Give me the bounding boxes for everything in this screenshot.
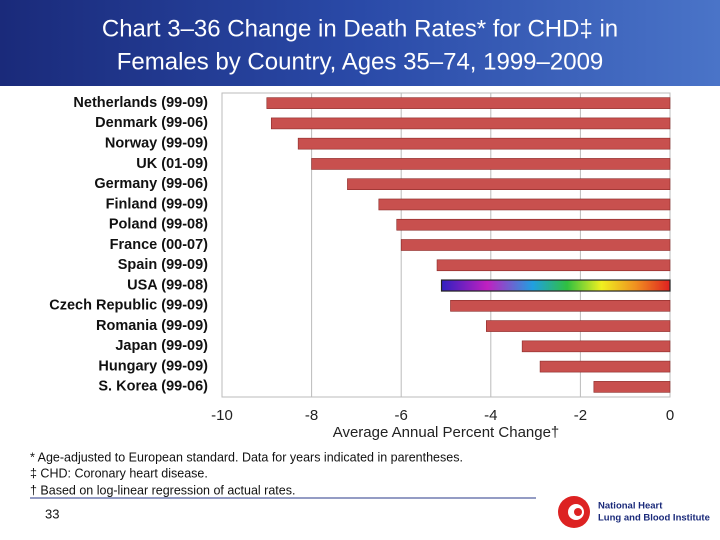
y-tick-label: UK (01-09) xyxy=(136,156,208,172)
x-tick-label: -8 xyxy=(305,407,318,424)
x-tick-label: -2 xyxy=(574,407,587,424)
bar xyxy=(450,299,671,312)
bar xyxy=(266,97,671,109)
bar xyxy=(400,239,671,251)
y-tick-label: Romania (99-09) xyxy=(96,318,208,334)
y-tick-label: USA (99-08) xyxy=(127,277,208,293)
y-tick-label: S. Korea (99-06) xyxy=(98,379,208,395)
bar xyxy=(311,158,671,170)
y-tick-label: Japan (99-09) xyxy=(115,338,208,354)
logo-text: National Heart xyxy=(598,501,663,512)
bar xyxy=(436,259,671,272)
bar xyxy=(440,279,671,292)
y-tick-label: France (00-07) xyxy=(110,237,208,253)
page-number: 33 xyxy=(45,506,59,521)
title-bar xyxy=(0,0,720,86)
y-tick-label: Denmark (99-06) xyxy=(95,115,208,131)
logo: National Heart Lung and Blood Institute xyxy=(558,496,710,528)
y-tick-label: Netherlands (99-09) xyxy=(73,95,208,111)
bar xyxy=(486,320,671,332)
bar xyxy=(270,117,671,130)
y-tick-label: Hungary (99-09) xyxy=(98,358,208,374)
y-tick-label: Spain (99-09) xyxy=(118,257,208,273)
bar xyxy=(539,360,671,373)
logo-text: Lung and Blood Institute xyxy=(598,513,710,524)
title-line: Females by Country, Ages 35–74, 1999–200… xyxy=(117,48,604,75)
x-axis-label: Average Annual Percent Change† xyxy=(333,424,560,441)
bar xyxy=(297,137,671,150)
footnote: ‡ CHD: Coronary heart disease. xyxy=(30,466,208,480)
title-line: Chart 3–36 Change in Death Rates* for CH… xyxy=(102,15,618,42)
bar xyxy=(378,198,671,211)
footnote: † Based on log-linear regression of actu… xyxy=(30,483,295,497)
bar xyxy=(396,218,671,231)
x-tick-label: -6 xyxy=(395,407,408,424)
x-tick-label: -10 xyxy=(211,407,233,424)
bar xyxy=(347,178,671,190)
bar xyxy=(593,381,671,393)
x-tick-label: 0 xyxy=(666,407,674,424)
logo-icon xyxy=(574,508,582,516)
y-tick-label: Finland (99-09) xyxy=(106,196,208,212)
x-tick-label: -4 xyxy=(484,407,497,424)
footnote: * Age-adjusted to European standard. Dat… xyxy=(30,450,463,464)
y-tick-label: Germany (99-06) xyxy=(94,176,208,192)
y-tick-label: Poland (99-08) xyxy=(109,217,208,233)
y-tick-label: Norway (99-09) xyxy=(105,135,208,151)
y-tick-label: Czech Republic (99-09) xyxy=(49,298,208,314)
bar xyxy=(521,340,671,353)
